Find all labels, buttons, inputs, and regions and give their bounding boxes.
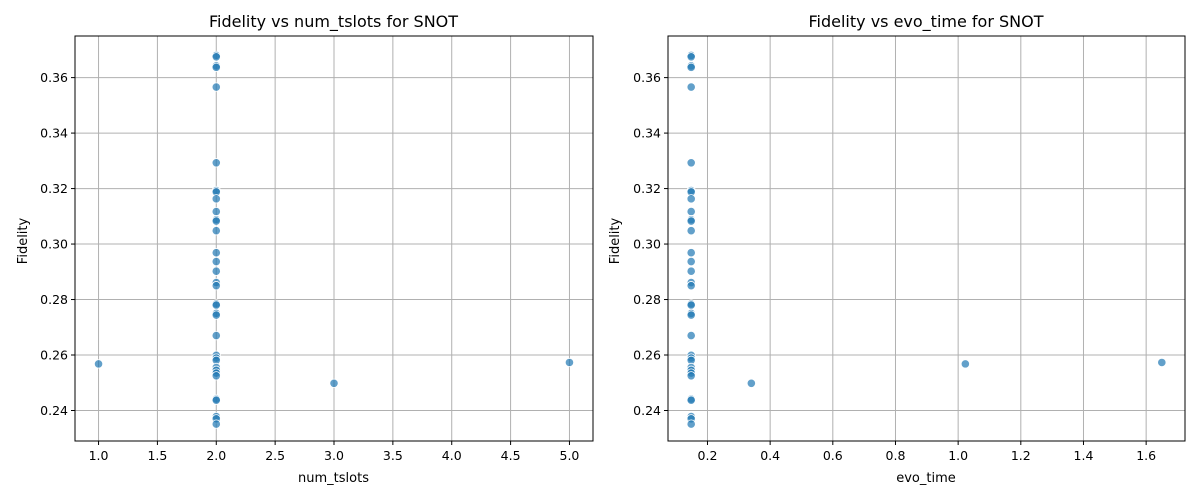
x-tick-label: 3.5 (383, 448, 403, 463)
y-tick-label: 0.24 (633, 403, 661, 418)
data-point (1157, 357, 1167, 368)
x-tick-label: 1.2 (1011, 448, 1031, 463)
x-tick-label: 1.0 (89, 448, 109, 463)
data-point (960, 359, 970, 369)
data-point (211, 226, 221, 236)
chart-title: Fidelity vs num_tslots for SNOT (209, 12, 458, 32)
data-point (686, 226, 696, 236)
data-point (211, 52, 221, 62)
x-tick-label: 0.4 (760, 448, 780, 463)
y-axis-label: Fidelity (16, 217, 31, 264)
y-tick-label: 0.26 (40, 348, 68, 363)
data-point (686, 330, 696, 341)
data-point (686, 62, 696, 72)
data-point (211, 330, 221, 341)
y-tick-label: 0.30 (40, 237, 68, 252)
y-tick-label: 0.24 (40, 403, 68, 418)
y-tick-label: 0.34 (633, 126, 661, 141)
data-point (211, 419, 221, 429)
data-point (686, 82, 696, 92)
y-tick-label: 0.28 (633, 292, 661, 307)
data-point (211, 62, 221, 72)
plot-layer: 1.0 1.5 2.0 2.5 3.0 3.5 4.0 4.5 5.0 0.24 0.26 0.28 0… (40, 35, 594, 463)
data-point (211, 310, 221, 320)
data-point (211, 266, 221, 276)
y-tick-label: 0.32 (633, 181, 661, 196)
y-tick-label: 0.28 (40, 292, 68, 307)
data-point (686, 266, 696, 276)
data-point (211, 256, 221, 267)
plot-evo-time: Fidelity vs evo_time for SNOT evo_time F… (608, 12, 1186, 486)
x-tick-label: 0.8 (886, 448, 906, 463)
data-point (211, 300, 221, 310)
data-point (686, 395, 696, 405)
data-point (686, 194, 696, 204)
plot-frame (667, 35, 1186, 442)
x-tick-label: 1.5 (147, 448, 167, 463)
plot-frame (74, 35, 594, 442)
data-point (211, 206, 221, 217)
y-tick-label: 0.26 (633, 348, 661, 363)
x-tick-label: 1.6 (1136, 448, 1156, 463)
x-tick-label: 3.0 (324, 448, 344, 463)
data-point (93, 359, 104, 369)
x-tick-label: 1.0 (948, 448, 968, 463)
data-point (211, 158, 221, 168)
data-point (686, 52, 696, 62)
y-tick-label: 0.32 (40, 181, 68, 196)
data-point (686, 300, 696, 310)
data-point (686, 256, 696, 267)
data-point (211, 371, 221, 381)
data-point (686, 248, 696, 258)
x-tick-label: 0.6 (823, 448, 843, 463)
x-tick-label: 4.0 (442, 448, 462, 463)
data-point (211, 248, 221, 258)
data-point (329, 378, 339, 388)
y-tick-label: 0.36 (633, 70, 661, 85)
data-point (211, 82, 221, 92)
x-tick-label: 2.0 (206, 448, 226, 463)
y-tick-label: 0.34 (40, 126, 68, 141)
x-tick-label: 5.0 (560, 448, 580, 463)
x-tick-label: 0.2 (698, 448, 718, 463)
data-point (211, 194, 221, 204)
x-axis-label: num_tslots (298, 471, 369, 486)
plot-num-tslots: Fidelity vs num_tslots for SNOT num_tslo… (16, 12, 594, 486)
data-point (686, 281, 696, 291)
x-tick-label: 1.4 (1074, 448, 1094, 463)
x-tick-label: 4.5 (501, 448, 521, 463)
data-point (746, 378, 756, 388)
data-point (211, 281, 221, 291)
y-tick-label: 0.30 (633, 237, 661, 252)
y-axis-label: Fidelity (608, 217, 623, 264)
data-point (211, 216, 221, 226)
chart-title: Fidelity vs evo_time for SNOT (808, 12, 1043, 32)
data-point (686, 310, 696, 320)
data-point (686, 206, 696, 217)
data-point (686, 158, 696, 168)
y-tick-label: 0.36 (40, 70, 68, 85)
x-tick-label: 2.5 (265, 448, 285, 463)
data-point (686, 419, 696, 429)
data-point (686, 216, 696, 226)
data-point (211, 395, 221, 405)
data-point (686, 371, 696, 381)
data-point (564, 357, 575, 368)
plot-layer: 0.2 0.4 0.6 0.8 1.0 1.2 1.4 1.6 0.24 0.26 0.28 0.30… (633, 35, 1186, 463)
x-axis-label: evo_time (896, 471, 956, 486)
